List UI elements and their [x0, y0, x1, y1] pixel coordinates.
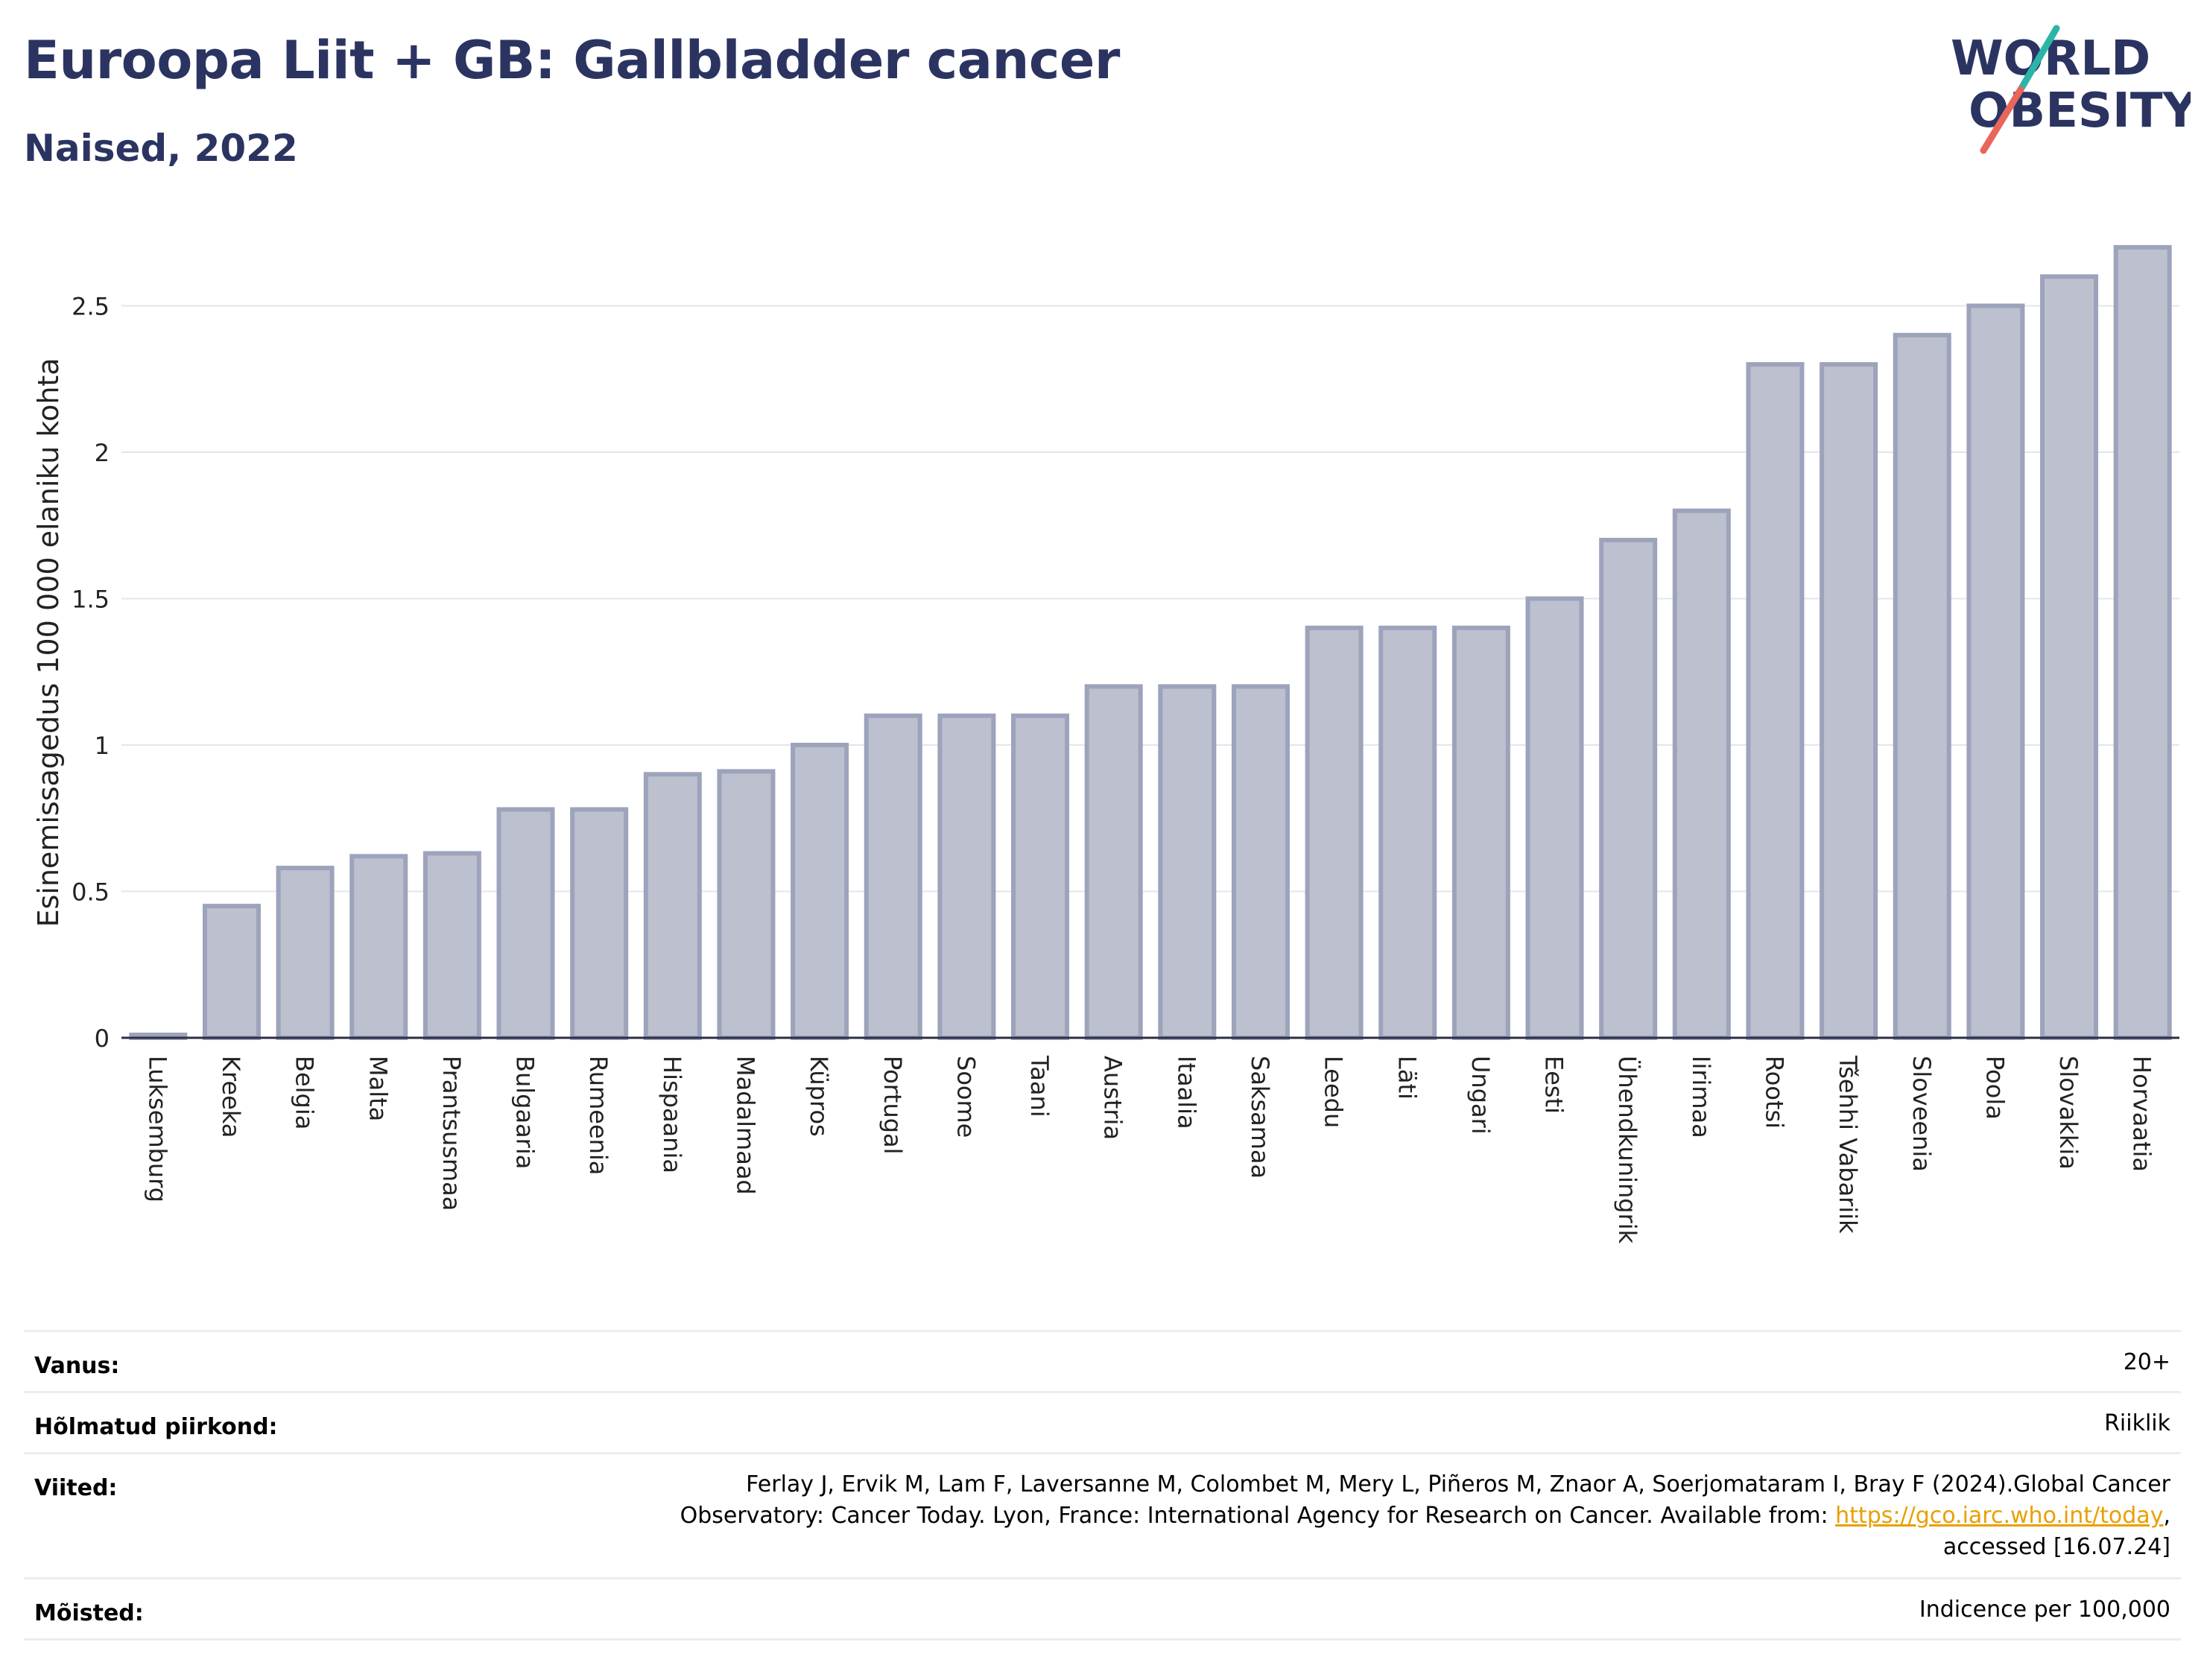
bar — [717, 769, 776, 1040]
x-tick-label: Malta — [364, 1056, 392, 1121]
bar — [1011, 713, 1070, 1040]
x-tick-label: Taani — [1025, 1055, 1054, 1118]
meta-bottom-divider — [24, 1638, 2181, 1641]
bar — [349, 854, 408, 1040]
x-tick-label: Horvaatia — [2128, 1056, 2156, 1172]
bar — [570, 807, 629, 1040]
x-tick-label: Poola — [1980, 1056, 2009, 1120]
x-tick-label: Saksamaa — [1246, 1056, 1274, 1179]
bar — [1746, 362, 1805, 1041]
meta-row-references: Viited: Ferlay J, Ervik M, Lam F, Lavers… — [24, 1452, 2181, 1579]
bar — [2040, 274, 2099, 1040]
x-tick-label: Portugal — [878, 1056, 907, 1155]
page-title: Euroopa Liit + GB: Gallbladder cancer — [24, 30, 1120, 91]
bar — [276, 866, 335, 1041]
bar — [1893, 332, 1951, 1040]
x-tick-label: Rumeenia — [584, 1056, 612, 1175]
x-tick-label: Hispaania — [658, 1056, 686, 1173]
x-tick-label: Tšehhi Vabariik — [1834, 1055, 1862, 1234]
bar — [643, 772, 702, 1041]
bar — [496, 807, 555, 1040]
bar — [1672, 508, 1731, 1040]
bar — [1231, 684, 1290, 1041]
reference-line-3: accessed [16.07.24] — [1942, 1534, 2170, 1560]
x-tick-label: Belgia — [291, 1056, 319, 1129]
bar — [937, 713, 996, 1040]
bar — [1084, 684, 1143, 1041]
x-tick-label: Eesti — [1540, 1056, 1568, 1114]
meta-row-age: Vanus: 20+ — [24, 1330, 2181, 1393]
bar — [202, 904, 261, 1041]
meta-value: Indicence per 100,000 — [1919, 1597, 2170, 1623]
x-tick-label: Prantsusmaa — [437, 1056, 466, 1211]
x-tick-label: Soome — [951, 1056, 980, 1138]
reference-line-2: Observatory: Cancer Today. Lyon, France:… — [680, 1500, 2170, 1532]
x-tick-label: Küpros — [805, 1056, 833, 1137]
x-tick-label: Itaalia — [1172, 1056, 1200, 1129]
bar — [1305, 625, 1364, 1040]
meta-label: Viited: — [34, 1475, 118, 1501]
bar — [1966, 303, 2025, 1040]
x-tick-label: Kreeka — [217, 1056, 245, 1138]
x-tick-label: Ühendkuningrik — [1613, 1056, 1641, 1244]
meta-row-definitions: Mõisted: Indicence per 100,000 — [24, 1577, 2181, 1641]
y-tick-label: 1 — [95, 732, 110, 760]
x-tick-label: Slovakkia — [2054, 1056, 2083, 1170]
reference-line-1: Ferlay J, Ervik M, Lam F, Laversanne M, … — [746, 1471, 2170, 1497]
bar — [1158, 684, 1217, 1041]
bar — [422, 851, 481, 1041]
metadata-table: Vanus: 20+ Hõlmatud piirkond: Riiklik Vi… — [24, 1330, 2181, 1643]
meta-row-coverage: Hõlmatud piirkond: Riiklik — [24, 1391, 2181, 1454]
x-tick-label: Sloveenia — [1907, 1056, 1936, 1172]
x-tick-label: Rootsi — [1760, 1056, 1788, 1129]
bar — [2113, 244, 2172, 1040]
reference-link-suffix: , — [2163, 1503, 2170, 1529]
logo-slash-bottom — [1980, 86, 2024, 154]
y-axis-label: Esinemissagedus 100 000 elaniku kohta — [32, 358, 65, 927]
x-tick-label: Bulgaaria — [511, 1056, 539, 1169]
meta-label: Vanus: — [34, 1353, 120, 1379]
bar — [1820, 362, 1878, 1041]
x-tick-label: Leedu — [1320, 1056, 1348, 1128]
x-tick-label: Madalmaad — [731, 1056, 759, 1195]
meta-label: Hõlmatud piirkond: — [34, 1414, 278, 1440]
y-tick-label: 2.5 — [72, 293, 110, 321]
x-tick-label: Luksemburg — [143, 1056, 171, 1202]
reference-link[interactable]: https://gco.iarc.who.int/today — [1835, 1503, 2164, 1529]
reference-text: Observatory: Cancer Today. Lyon, France:… — [680, 1503, 1836, 1529]
bar — [864, 713, 922, 1040]
x-tick-label: Austria — [1099, 1056, 1127, 1140]
bar — [1525, 596, 1584, 1040]
meta-label: Mõisted: — [34, 1600, 144, 1626]
meta-value: Ferlay J, Ervik M, Lam F, Laversanne M, … — [680, 1469, 2170, 1563]
page-subtitle: Naised, 2022 — [24, 127, 298, 170]
x-tick-label: Iirimaa — [1687, 1056, 1715, 1138]
bar — [1599, 537, 1658, 1040]
bar-chart: 0 0.5 1 1.5 2 2.5 Luksemburg Kreeka Belgia Malta P… — [32, 244, 2179, 1244]
y-tick-label: 0.5 — [72, 878, 110, 907]
x-tick-label: Ungari — [1466, 1056, 1495, 1135]
y-tick-label: 1.5 — [72, 586, 110, 614]
bar — [1451, 625, 1510, 1040]
bar — [791, 743, 849, 1040]
meta-value: 20+ — [2123, 1349, 2170, 1375]
world-obesity-logo: WORLD OBESITY — [1951, 25, 2191, 154]
meta-value: Riiklik — [2104, 1410, 2170, 1436]
y-tick-label: 2 — [95, 439, 110, 467]
logo-slash-top — [2017, 25, 2060, 93]
y-tick-label: 0 — [95, 1024, 110, 1053]
x-tick-label: Läti — [1393, 1056, 1421, 1100]
bar — [1378, 625, 1437, 1040]
